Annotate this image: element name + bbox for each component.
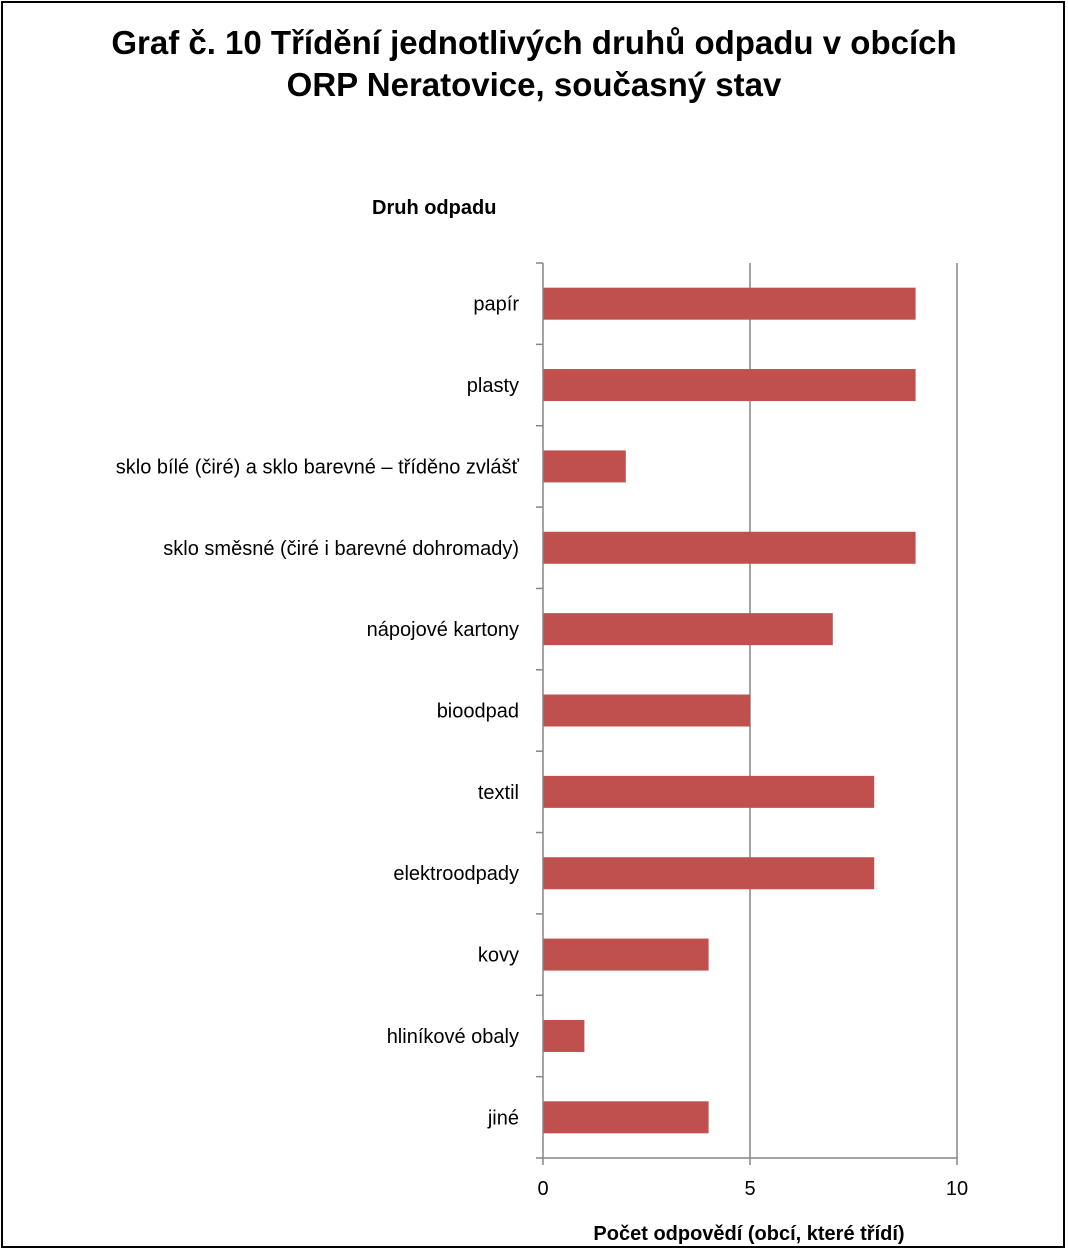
chart-title-line-2: ORP Neratovice, současný stav	[286, 66, 782, 103]
bar-4	[543, 613, 833, 646]
category-label: jiné	[487, 1107, 519, 1129]
category-label: nápojové kartony	[367, 619, 519, 641]
x-tick-label: 5	[744, 1178, 755, 1200]
y-axis-title: Druh odpadu	[372, 197, 497, 219]
chart-title-line-1: Graf č. 10 Třídění jednotlivých druhů od…	[111, 24, 957, 61]
bar-0	[543, 287, 916, 320]
chart-title: Graf č. 10 Třídění jednotlivých druhů od…	[0, 22, 1068, 106]
axes	[536, 262, 958, 1165]
bar-9	[543, 1019, 585, 1052]
category-label: hliníkové obaly	[387, 1026, 519, 1048]
x-axis-title: Počet odpovědí (obcí, které třídí)	[593, 1223, 904, 1245]
bar-2	[543, 450, 626, 483]
x-tick-labels: 0 5 10	[537, 1178, 968, 1200]
x-tick-label: 0	[537, 1178, 548, 1200]
category-label: sklo směsné (čiré i barevné dohromady)	[163, 538, 519, 560]
bar-6	[543, 775, 875, 808]
bar-10	[543, 1101, 709, 1134]
category-label: sklo bílé (čiré) a sklo barevné – tříděn…	[116, 456, 520, 478]
category-labels: papír plasty sklo bílé (čiré) a sklo barev…	[116, 294, 520, 1130]
category-label: textil	[478, 782, 519, 804]
category-label: papír	[473, 294, 519, 316]
category-label: kovy	[478, 945, 519, 967]
category-label: bioodpad	[437, 701, 519, 723]
bars	[543, 287, 916, 1134]
bar-8	[543, 938, 709, 971]
category-label: plasty	[467, 375, 519, 397]
bar-1	[543, 369, 916, 402]
bar-3	[543, 531, 916, 564]
x-tick-label: 10	[946, 1178, 968, 1200]
bar-7	[543, 857, 875, 890]
category-label: elektroodpady	[393, 863, 519, 885]
bar-5	[543, 694, 750, 727]
